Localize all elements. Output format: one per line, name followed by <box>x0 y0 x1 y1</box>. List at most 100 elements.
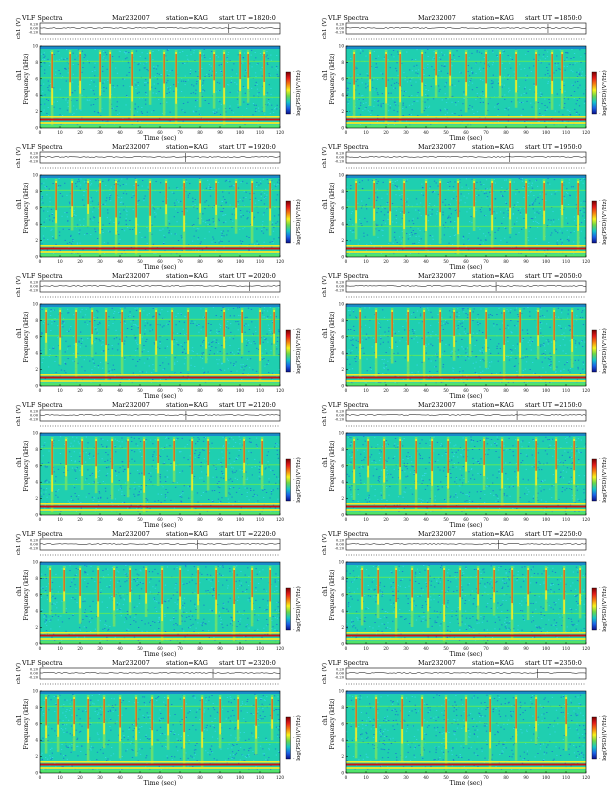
noise-speckle <box>43 54 44 55</box>
noise-speckle <box>416 236 417 237</box>
noise-speckle <box>580 202 581 203</box>
y-tick-label: 4 <box>341 93 344 98</box>
noise-speckle <box>98 321 99 322</box>
noise-speckle <box>488 315 489 316</box>
noise-speckle <box>386 366 387 367</box>
noise-speckle <box>227 231 228 232</box>
noise-speckle <box>218 219 219 220</box>
noise-speckle <box>167 87 168 88</box>
noise-speckle <box>64 68 65 69</box>
noise-speckle <box>246 211 247 212</box>
noise-speckle <box>357 85 358 86</box>
noise-speckle <box>428 205 429 206</box>
noise-speckle <box>197 502 198 503</box>
noise-speckle <box>480 211 481 212</box>
noise-speckle <box>195 250 196 251</box>
noise-speckle <box>480 351 481 352</box>
noise-speckle <box>569 372 570 373</box>
noise-speckle <box>167 75 168 76</box>
noise-speckle <box>479 350 480 351</box>
noise-speckle <box>53 348 54 349</box>
noise-speckle <box>99 339 100 340</box>
noise-speckle <box>42 362 43 363</box>
noise-speckle <box>59 114 60 115</box>
noise-speckle <box>116 337 117 338</box>
noise-speckle <box>482 352 483 353</box>
x-tick-label: 120 <box>276 130 284 135</box>
noise-speckle <box>566 362 567 363</box>
noise-speckle <box>554 230 555 231</box>
noise-speckle <box>542 367 543 368</box>
noise-speckle <box>227 359 228 360</box>
noise-speckle <box>561 334 562 335</box>
noise-speckle <box>530 345 531 346</box>
noise-speckle <box>476 340 477 341</box>
noise-speckle <box>360 53 361 54</box>
noise-speckle <box>366 339 367 340</box>
noise-speckle <box>250 358 251 359</box>
noise-speckle <box>516 205 517 206</box>
noise-speckle <box>147 323 148 324</box>
panel-title: VLF Spectra <box>21 143 63 151</box>
burst-peak <box>46 312 47 333</box>
noise-speckle <box>81 366 82 367</box>
noise-speckle <box>472 89 473 90</box>
noise-speckle <box>408 205 409 206</box>
tone-band <box>346 206 586 207</box>
noise-speckle <box>427 308 428 309</box>
noise-speckle <box>494 179 495 180</box>
noise-speckle <box>108 349 109 350</box>
noise-speckle <box>549 364 550 365</box>
noise-speckle <box>476 182 477 183</box>
noise-speckle <box>182 471 183 472</box>
noise-speckle <box>489 192 490 193</box>
noise-speckle <box>580 317 581 318</box>
noise-speckle <box>469 81 470 82</box>
noise-speckle <box>400 212 401 213</box>
noise-speckle <box>555 371 556 372</box>
noise-speckle <box>488 103 489 104</box>
noise-speckle <box>427 64 428 65</box>
noise-speckle <box>558 219 559 220</box>
noise-speckle <box>119 212 120 213</box>
noise-speckle <box>109 231 110 232</box>
noise-speckle <box>449 208 450 209</box>
noise-speckle <box>434 205 435 206</box>
noise-speckle <box>260 70 261 71</box>
x-tick-label: 70 <box>483 130 489 135</box>
noise-speckle <box>240 241 241 242</box>
noise-speckle <box>377 67 378 68</box>
noise-speckle <box>417 342 418 343</box>
noise-speckle <box>220 114 221 115</box>
noise-speckle <box>245 324 246 325</box>
noise-speckle <box>249 250 250 251</box>
noise-speckle <box>406 121 407 122</box>
noise-speckle <box>216 332 217 333</box>
noise-speckle <box>146 227 147 228</box>
low-band-orange <box>346 380 586 382</box>
noise-speckle <box>212 237 213 238</box>
noise-speckle <box>204 372 205 373</box>
noise-speckle <box>568 241 569 242</box>
noise-speckle <box>444 86 445 87</box>
panel-station: station=KAG <box>472 272 514 280</box>
noise-speckle <box>392 99 393 100</box>
noise-speckle <box>467 333 468 334</box>
noise-speckle <box>116 106 117 107</box>
noise-speckle <box>516 221 517 222</box>
noise-speckle <box>263 358 264 359</box>
x-tick-label: 30 <box>403 259 409 264</box>
noise-speckle <box>450 222 451 223</box>
noise-speckle <box>403 103 404 104</box>
noise-speckle <box>145 341 146 342</box>
noise-speckle <box>76 56 77 57</box>
noise-speckle <box>231 186 232 187</box>
noise-speckle <box>505 228 506 229</box>
noise-speckle <box>258 244 259 245</box>
noise-speckle <box>447 182 448 183</box>
noise-speckle <box>270 315 271 316</box>
noise-speckle <box>59 235 60 236</box>
colorbar-tick-label: - <box>293 369 295 374</box>
y-tick-label: 4 <box>341 222 344 227</box>
noise-speckle <box>474 368 475 369</box>
